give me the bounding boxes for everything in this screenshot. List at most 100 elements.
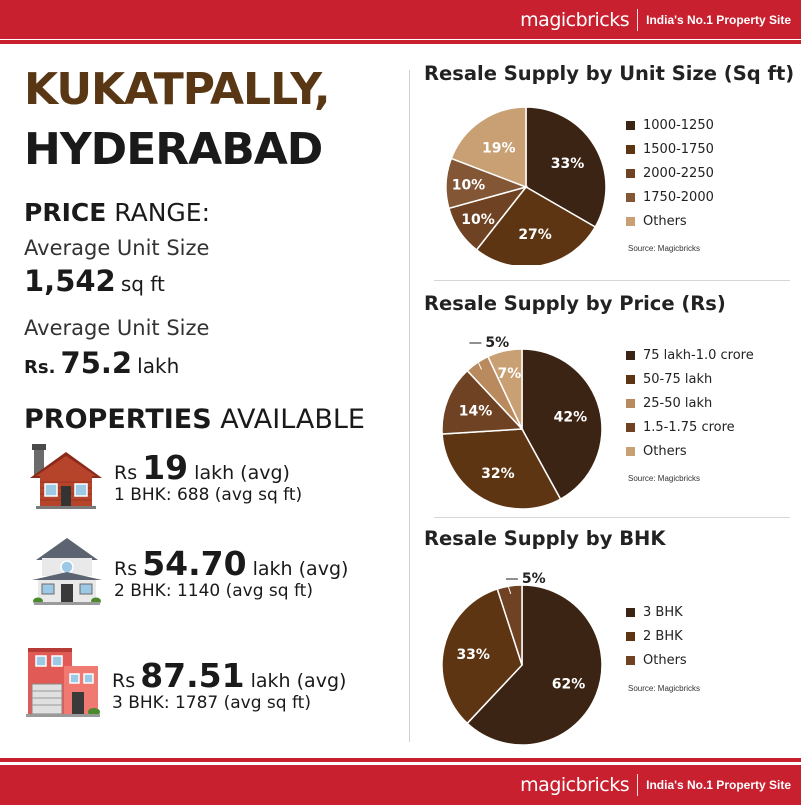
price-suffix: lakh (avg) [246,558,349,580]
property-2bhk: Rs 54.70 lakh (avg) 2 BHK: 1140 (avg sq … [114,544,348,601]
unit-size-legend: 1000-1250 1500-1750 2000-2250 1750-2000 Othe… [626,113,714,233]
legend-swatch [626,120,635,130]
pie-slice-50-75-lakh [441,428,562,510]
avg-price-value: 75.2 [60,346,133,380]
legend-label: 3 BHK [643,604,683,620]
pie-label-others: 7% [498,366,522,382]
brand-separator [637,774,639,796]
chart-title: Resale Supply by Price (Rs) [424,292,726,315]
unit-size-unit: sq ft [120,272,165,296]
price-range-heading-bold: PRICE [24,198,107,227]
legend-label: Others [643,213,687,229]
price-prefix: Rs [114,558,138,580]
avg-price-label: Average Unit Size [24,316,210,340]
brand-tagline: India's No.1 Property Site [646,778,791,792]
legend-item-2000-2250: 2000-2250 [626,161,714,185]
legend-label: 2 BHK [643,628,683,644]
footer-rule [0,758,801,762]
footer-bar: magicbricks India's No.1 Property Site [0,765,801,805]
chart-source: Source: Magicbricks [628,474,701,483]
pie-label-25-50-lakh: 5% [485,335,509,351]
legend-item-25-50-lakh: 25-50 lakh [626,391,754,415]
legend-label: 1000-1250 [643,117,714,133]
house-2bhk-icon [32,538,102,605]
property-2bhk-detail: 2 BHK: 1140 (avg sq ft) [114,581,313,601]
legend-swatch [626,374,635,384]
pie-label-3-bhk: 62% [552,676,586,692]
price-prefix: Rs [112,670,136,692]
unit-size-value: 1,542 [24,264,116,298]
brand-block: magicbricks India's No.1 Property Site [520,765,801,805]
legend-swatch [626,446,635,456]
legend-swatch [626,192,635,202]
legend-swatch [626,655,635,665]
legend-swatch [626,216,635,226]
legend-swatch [626,398,635,408]
legend-label: Others [643,652,687,668]
price-value: 19 [142,448,189,487]
avg-price-unit: lakh [137,354,180,378]
brand-separator [637,8,639,31]
header-rule [0,40,801,44]
legend-swatch [626,350,635,360]
property-1bhk-price: Rs 19 lakh (avg) [114,448,302,487]
magicbricks-logo[interactable]: magicbricks [520,774,630,796]
legend-swatch [626,607,635,617]
city-name: HYDERABAD [24,124,323,175]
avg-price-prefix: Rs. [24,357,56,378]
price-range-heading: PRICE RANGE: [24,198,210,227]
house-3bhk-icon [26,648,100,717]
locality-name: KUKATPALLY, [24,64,331,115]
properties-heading-bold: PROPERTIES [24,404,212,435]
pie-label-1750-2000: 10% [452,177,486,193]
pie-slice-75-lakh-1-0-crore [521,348,603,501]
legend-label: 1750-2000 [643,189,714,205]
pie-slice-1500-1750 [475,186,597,265]
unit-size-pie-chart: 33% 27% 10% 10% 19% [445,107,607,265]
price-suffix: lakh (avg) [188,462,290,484]
legend-item-others: Others [626,439,754,463]
legend-item-50-75-lakh: 50-75 lakh [626,367,754,391]
price-pie-chart: 42% 32% 14% 5% 7% [441,335,603,510]
pie-label-1000-1250: 33% [551,156,585,172]
legend-label: 2000-2250 [643,165,714,181]
legend-swatch [626,144,635,154]
legend-label: 50-75 lakh [643,371,713,387]
legend-swatch [626,168,635,178]
property-1bhk-detail: 1 BHK: 688 (avg sq ft) [114,485,303,505]
pie-slice-1-5-1-75-crore [441,369,524,435]
legend-label: 1500-1750 [643,141,714,157]
properties-heading: PROPERTIES AVAILABLE [24,404,365,435]
legend-item-1000-1250: 1000-1250 [626,113,714,137]
property-1bhk: Rs 19 lakh (avg) 1 BHK: 688 (avg sq ft) [114,448,302,505]
legend-item-others: Others [626,648,687,672]
chart-source: Source: Magicbricks [628,684,701,693]
pie-label-1500-1750: 27% [518,227,552,243]
legend-label: 25-50 lakh [643,395,713,411]
chart-divider [434,280,790,281]
legend-swatch [626,631,635,641]
pie-label-2000-2250: 10% [461,212,495,228]
legend-item-2-bhk: 2 BHK [626,624,687,648]
legend-item-75-lakh-1-0-crore: 75 lakh-1.0 crore [626,343,754,367]
unit-size-label: Average Unit Size [24,236,210,260]
property-3bhk: Rs 87.51 lakh (avg) 3 BHK: 1787 (avg sq … [112,656,346,713]
pie-label-others: 5% [522,571,546,587]
pie-slice-2-bhk [441,587,523,725]
pie-label-1-5-1-75-crore: 14% [459,404,493,420]
bhk-pie-chart: 62% 33% 5% [441,571,603,746]
brand-tagline: India's No.1 Property Site [646,12,791,27]
legend-label: 75 lakh-1.0 crore [643,347,754,363]
property-3bhk-detail: 3 BHK: 1787 (avg sq ft) [112,693,311,713]
magicbricks-logo[interactable]: magicbricks [520,8,630,31]
chart-title: Resale Supply by Unit Size (Sq ft) [424,62,795,85]
house-1bhk-icon [30,444,102,509]
price-value: 54.70 [142,544,247,583]
column-divider [409,70,410,742]
legend-label: Others [643,443,687,459]
pie-slice-3-bhk [466,584,603,746]
properties-heading-rest: AVAILABLE [211,404,365,435]
bhk-legend: 3 BHK 2 BHK Others [626,600,687,672]
chart-divider [434,517,790,518]
legend-item-3-bhk: 3 BHK [626,600,687,624]
